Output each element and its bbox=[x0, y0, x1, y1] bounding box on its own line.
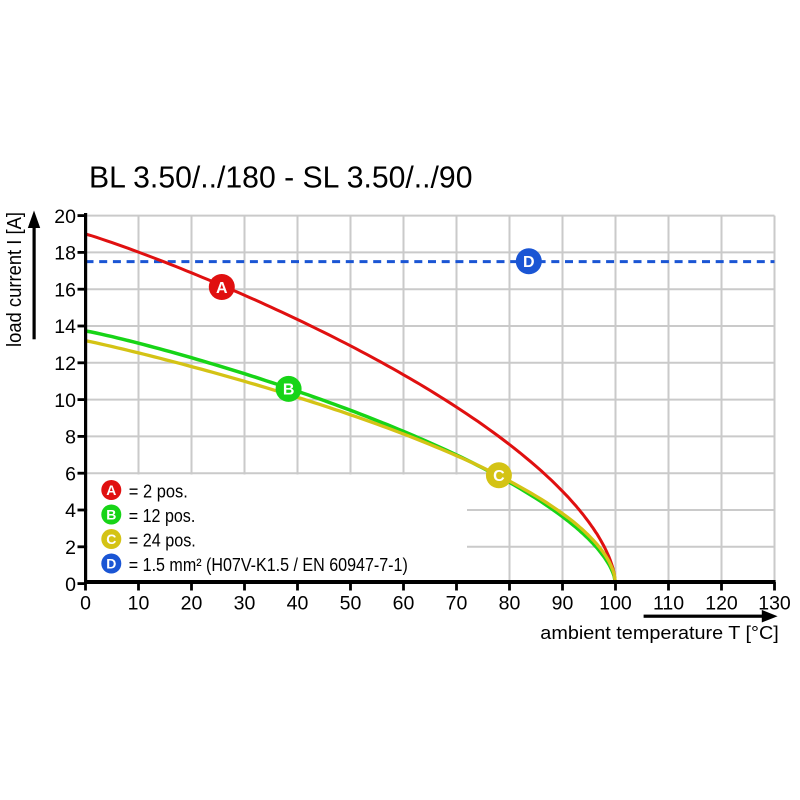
svg-text:B: B bbox=[283, 382, 295, 399]
svg-text:130: 130 bbox=[758, 593, 791, 615]
svg-text:20: 20 bbox=[181, 593, 203, 615]
svg-text:D: D bbox=[523, 254, 535, 271]
svg-text:ambient temperature T [°C]: ambient temperature T [°C] bbox=[540, 623, 779, 643]
svg-text:= 2 pos.: = 2 pos. bbox=[129, 481, 188, 501]
svg-text:18: 18 bbox=[54, 243, 76, 265]
svg-text:load current I [A]: load current I [A] bbox=[4, 212, 26, 347]
svg-text:20: 20 bbox=[54, 206, 76, 228]
svg-text:70: 70 bbox=[446, 593, 468, 615]
svg-text:40: 40 bbox=[287, 593, 309, 615]
svg-text:B: B bbox=[106, 507, 116, 523]
svg-text:A: A bbox=[216, 280, 228, 297]
svg-text:8: 8 bbox=[65, 427, 76, 449]
svg-text:100: 100 bbox=[599, 593, 632, 615]
svg-text:= 1.5 mm² (H07V-K1.5 / EN 6094: = 1.5 mm² (H07V-K1.5 / EN 60947-7-1) bbox=[129, 555, 408, 575]
svg-text:60: 60 bbox=[393, 593, 415, 615]
svg-text:C: C bbox=[106, 531, 116, 547]
svg-text:4: 4 bbox=[65, 500, 76, 522]
svg-text:0: 0 bbox=[65, 574, 76, 596]
svg-text:= 12 pos.: = 12 pos. bbox=[129, 506, 196, 526]
svg-text:80: 80 bbox=[499, 593, 521, 615]
svg-text:14: 14 bbox=[54, 316, 76, 338]
svg-text:12: 12 bbox=[54, 353, 76, 375]
svg-text:110: 110 bbox=[653, 593, 684, 615]
svg-text:C: C bbox=[493, 468, 505, 485]
svg-text:30: 30 bbox=[234, 593, 256, 615]
svg-text:D: D bbox=[106, 556, 116, 572]
svg-text:BL 3.50/../180 - SL 3.50/../90: BL 3.50/../180 - SL 3.50/../90 bbox=[89, 159, 473, 194]
svg-text:= 24 pos.: = 24 pos. bbox=[129, 530, 196, 550]
svg-text:10: 10 bbox=[128, 593, 150, 615]
svg-text:90: 90 bbox=[552, 593, 574, 615]
svg-text:2: 2 bbox=[65, 537, 76, 559]
svg-text:6: 6 bbox=[65, 463, 76, 485]
svg-text:A: A bbox=[106, 482, 116, 498]
svg-text:0: 0 bbox=[80, 593, 91, 615]
svg-text:10: 10 bbox=[54, 390, 76, 412]
svg-text:16: 16 bbox=[54, 279, 76, 301]
svg-text:50: 50 bbox=[340, 593, 362, 615]
svg-text:120: 120 bbox=[705, 593, 738, 615]
